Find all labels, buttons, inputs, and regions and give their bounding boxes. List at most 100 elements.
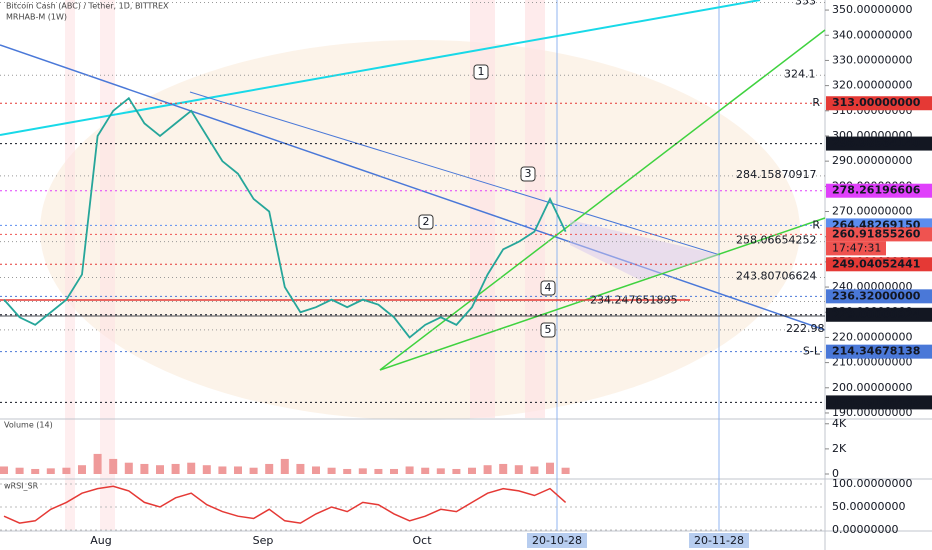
volume-bar bbox=[187, 462, 196, 474]
y-tick-label: 340.00000000 bbox=[832, 28, 912, 41]
volume-bar bbox=[546, 462, 554, 474]
triangle-zone bbox=[570, 220, 720, 280]
volume-tick-label: 2K bbox=[832, 442, 847, 455]
level-tag: R bbox=[812, 218, 820, 231]
x-tick-label: 20-11-28 bbox=[694, 534, 744, 547]
volume-bar bbox=[218, 466, 227, 474]
rsi-title: wRSI_SR bbox=[4, 482, 39, 491]
volume-bar bbox=[452, 468, 461, 474]
callout-box bbox=[473, 64, 489, 80]
callout: 3 bbox=[525, 167, 532, 180]
level-note: 324.1 bbox=[784, 67, 816, 80]
price-label: 313.00000000 bbox=[832, 96, 921, 109]
x-tick-label: Sep bbox=[253, 534, 274, 547]
volume-bar bbox=[171, 463, 180, 474]
level-note: 353 bbox=[795, 0, 816, 8]
countdown-box bbox=[826, 241, 886, 256]
trend-line bbox=[189, 91, 721, 256]
level-note: 243.80706624 bbox=[736, 269, 816, 282]
volume-bar bbox=[499, 463, 508, 474]
date-box bbox=[527, 533, 587, 548]
price-box bbox=[826, 395, 932, 410]
price-label: 236.32000000 bbox=[832, 289, 921, 302]
x-tick-label: 20-10-28 bbox=[532, 534, 582, 547]
y-tick-label: 290.00000000 bbox=[832, 154, 912, 167]
price-label: 229.00000924 bbox=[832, 308, 921, 321]
callout-box bbox=[520, 166, 536, 182]
subtitle: MRHAB-M (1W) bbox=[6, 13, 67, 22]
cloud bbox=[40, 40, 800, 420]
volume-bar bbox=[405, 466, 414, 474]
price-box bbox=[826, 289, 932, 304]
volume-bar bbox=[15, 467, 24, 474]
volume-bar bbox=[343, 468, 352, 474]
level-note: 284.15870917 bbox=[736, 168, 816, 181]
volume-bar bbox=[31, 468, 40, 474]
volume-bar bbox=[374, 468, 383, 474]
y-tick-label: 350.00000000 bbox=[832, 3, 912, 16]
rsi-line bbox=[3, 485, 567, 524]
volume-bar bbox=[468, 467, 476, 474]
callout-box bbox=[418, 214, 434, 230]
volume-bar bbox=[530, 466, 539, 474]
volume-bar bbox=[93, 453, 102, 474]
volume-tick-label: 0 bbox=[832, 467, 839, 480]
volume-bar bbox=[0, 466, 8, 474]
volume-bar bbox=[436, 468, 445, 474]
y-tick-label: 210.00000000 bbox=[832, 356, 912, 369]
volume-bar bbox=[202, 465, 211, 474]
y-tick-label: 200.00000000 bbox=[832, 381, 912, 394]
volume-bar bbox=[312, 466, 320, 474]
volume-bar bbox=[124, 462, 133, 474]
rsi-tick-label: 0.00000000 bbox=[832, 523, 898, 536]
price-box bbox=[826, 183, 932, 198]
level-tag: R bbox=[812, 96, 820, 109]
countdown: 17:47:31 bbox=[832, 241, 881, 254]
price-line bbox=[3, 96, 567, 339]
date-box bbox=[689, 533, 749, 548]
volume-bar bbox=[156, 465, 164, 474]
level-note: 234.247651895 bbox=[590, 294, 677, 307]
volume-bar bbox=[514, 465, 523, 474]
volume-bar bbox=[296, 463, 305, 474]
y-tick-label: 220.00000000 bbox=[832, 330, 912, 343]
x-tick-label: Aug bbox=[90, 534, 111, 547]
trend-line bbox=[0, 44, 826, 331]
volume-bar bbox=[109, 458, 118, 474]
price-box bbox=[826, 136, 932, 151]
band bbox=[100, 0, 115, 530]
callout-box bbox=[540, 322, 556, 338]
volume-bar bbox=[62, 467, 71, 474]
level-note: 258.06654252 bbox=[736, 234, 816, 247]
volume-bar bbox=[234, 466, 242, 474]
volume-bar bbox=[483, 465, 492, 474]
trend-line bbox=[379, 29, 826, 371]
volume-bar bbox=[249, 467, 258, 474]
title: Bitcoin Cash (ABC) / Tether, 1D, BITTREX bbox=[6, 2, 169, 11]
price-box bbox=[826, 344, 932, 359]
y-tick-label: 270.00000000 bbox=[832, 205, 912, 218]
volume-title: Volume (14) bbox=[4, 421, 53, 430]
price-label: 296.98564140 bbox=[832, 137, 921, 150]
price-box bbox=[826, 227, 932, 242]
price-label: 214.34678138 bbox=[832, 345, 920, 358]
band bbox=[525, 0, 545, 418]
rsi-tick-label: 50.00000000 bbox=[832, 500, 905, 513]
volume-bar bbox=[46, 468, 55, 474]
callout-box bbox=[540, 280, 556, 296]
price-box bbox=[826, 307, 932, 322]
x-tick-label: Oct bbox=[412, 534, 432, 547]
volume-bar bbox=[561, 467, 570, 474]
volume-bar bbox=[140, 463, 149, 474]
volume-bar bbox=[265, 463, 274, 474]
level-note: 222.98 bbox=[786, 322, 825, 335]
price-box bbox=[826, 257, 932, 272]
volume-bar bbox=[390, 468, 398, 474]
trend-line bbox=[379, 217, 826, 371]
callout: 2 bbox=[423, 215, 430, 228]
volume-bar bbox=[280, 458, 289, 474]
band bbox=[65, 0, 75, 530]
price-box bbox=[826, 96, 932, 111]
callout: 5 bbox=[545, 323, 552, 336]
